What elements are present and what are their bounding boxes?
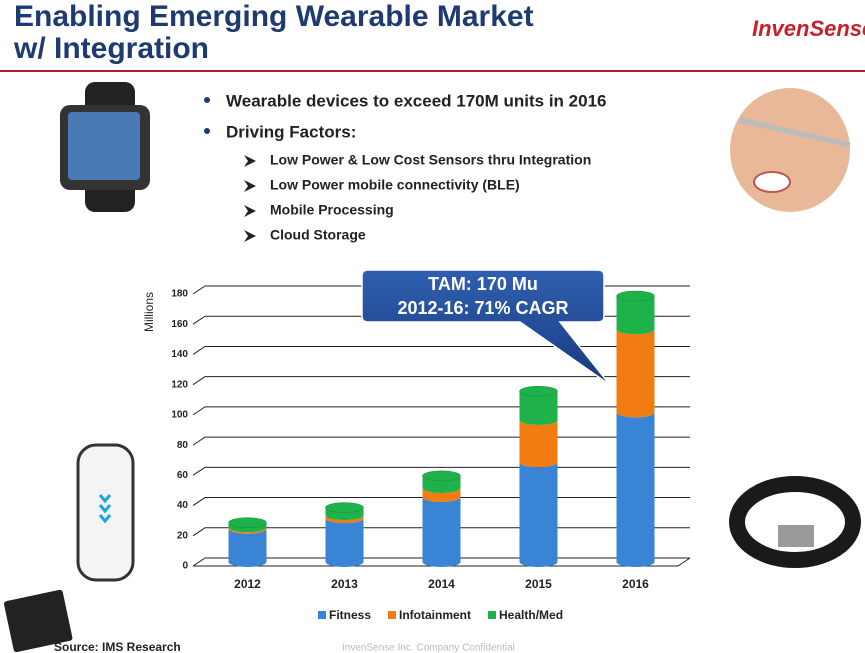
y-tick-label: 180: [171, 289, 188, 300]
bullet-dot: [204, 97, 210, 103]
bar-segment: [422, 487, 461, 503]
bar-segment: [422, 475, 461, 493]
legend-swatch: [318, 611, 326, 619]
y-axis-label: Millions: [142, 292, 156, 332]
y-tick-label: 40: [177, 500, 189, 511]
grid-line: [192, 345, 690, 355]
sub-bullet: Cloud Storage: [270, 227, 366, 243]
x-tick-label: 2015: [525, 577, 552, 591]
y-tick-label: 20: [177, 530, 189, 541]
grid-line: [192, 406, 690, 416]
bar-segment: [325, 518, 364, 567]
bar-cap: [519, 385, 558, 397]
y-tick-label: 100: [171, 410, 188, 421]
sub-bullet: Mobile Processing: [270, 202, 394, 218]
band-image: [76, 443, 135, 582]
legend-label: Fitness: [329, 608, 371, 622]
x-tick-label: 2012: [234, 577, 261, 591]
glass-image: [730, 88, 851, 212]
chip-image: [4, 589, 73, 653]
y-tick-label: 140: [171, 349, 188, 360]
sub-bullet: Low Power mobile connectivity (BLE): [270, 177, 520, 193]
x-tick-label: 2016: [622, 577, 649, 591]
bar-segment: [325, 507, 364, 521]
bullet: Wearable devices to exceed 170M units in…: [226, 91, 606, 110]
bar-segment: [228, 527, 267, 534]
y-tick-label: 80: [177, 440, 189, 451]
bar-cap: [325, 502, 364, 513]
y-tick-label: 0: [182, 561, 188, 572]
bar-segment: [616, 412, 655, 567]
bar-segment: [519, 462, 558, 567]
legend-label: Health/Med: [499, 608, 563, 622]
title: Enabling Emerging Wearable Market: [14, 0, 534, 33]
legend-label: Infotainment: [399, 608, 471, 622]
bullets: Wearable devices to exceed 170M units in…: [204, 91, 606, 243]
legend-swatch: [388, 611, 397, 619]
watch-image: [60, 82, 150, 212]
logo: InvenSense: [752, 16, 865, 41]
bar-segment: [519, 391, 558, 425]
arrow-bullet: [244, 180, 256, 192]
footer: InvenSense Inc. Company Confidential: [342, 643, 515, 653]
bar-segment: [616, 329, 655, 418]
callout-text: TAM: 170 Mu: [428, 274, 538, 294]
x-tick-label: 2014: [428, 577, 455, 591]
source: Source: IMS Research: [54, 640, 181, 653]
bar-segment: [228, 522, 267, 533]
fuelband-image: [729, 476, 861, 568]
arrow-bullet: [244, 155, 256, 167]
sub-bullet: Low Power & Low Cost Sensors thru Integr…: [270, 152, 591, 168]
arrow-bullet: [244, 230, 256, 242]
chart: 0 20 40 60 80 100 120 140 160 180 Millions 2012 2013…: [142, 269, 691, 622]
title: w/ Integration: [13, 32, 209, 65]
bar-segment: [616, 296, 655, 335]
grid-line: [192, 376, 690, 386]
bullet-dot: [204, 128, 210, 134]
bar-segment: [519, 419, 558, 468]
bar-cap: [422, 470, 461, 482]
bar-cap: [616, 290, 655, 302]
callout: [361, 269, 611, 386]
legend-swatch: [488, 611, 497, 619]
y-tick-label: 60: [177, 470, 189, 481]
grid-line: [192, 436, 690, 446]
y-tick-label: 120: [171, 379, 188, 390]
bar-segment: [422, 497, 461, 567]
bar-segment: [325, 515, 364, 524]
bullet: Driving Factors:: [226, 122, 356, 141]
arrow-bullet: [244, 205, 256, 217]
bar-cap: [228, 517, 267, 528]
callout-text: 2012-16: 71% CAGR: [397, 298, 568, 318]
bar-segment: [228, 528, 267, 567]
y-tick-label: 160: [171, 319, 188, 330]
x-tick-label: 2013: [331, 577, 358, 591]
